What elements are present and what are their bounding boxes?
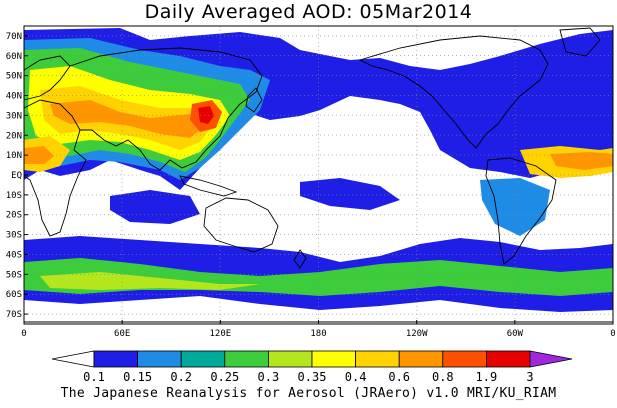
map-title: Daily Averaged AOD: 05Mar2014	[144, 1, 473, 23]
latitude-label: 60N	[6, 52, 22, 62]
colorbar-label: 0.4	[345, 370, 367, 384]
coast-south-america	[485, 157, 557, 265]
latitude-label: 20N	[6, 131, 22, 141]
coast-europe	[24, 55, 71, 101]
colorbar-segment	[93, 350, 138, 368]
longitude-label: 0	[21, 329, 26, 339]
latitude-label: 20S	[6, 211, 22, 221]
coast-new-zealand	[293, 249, 307, 269]
latitude-label: 30S	[6, 231, 22, 241]
colorbar-segment	[224, 350, 269, 368]
coast-asia	[69, 47, 263, 171]
colorbar-label: 0.25	[210, 370, 239, 384]
footer-credit: The Japanese Reanalysis for Aerosol (JRA…	[60, 386, 557, 401]
colorbar-segment	[180, 350, 226, 368]
colorbar-label: 1.9	[476, 370, 498, 384]
aod-region-south-pacific	[300, 178, 400, 210]
colorbar-segment	[267, 350, 313, 368]
colorbar-label: 0.2	[170, 370, 192, 384]
colorbar-segment	[311, 350, 356, 368]
latitude-label: 40S	[6, 250, 22, 260]
aod-region-atlantic-orange	[550, 152, 613, 170]
coast-greenland	[559, 27, 601, 57]
aod-region-indian-ocean	[110, 190, 200, 224]
latitude-label: 70S	[6, 310, 22, 320]
colorbar-high-triangle	[529, 350, 573, 368]
colorbar: 0.1 0.15 0.2 0.25 0.3 0.35 0.4 0.6 0.8 1.9 3	[51, 350, 573, 384]
colorbar-low-triangle	[51, 350, 95, 368]
coast-africa	[24, 99, 87, 237]
colorbar-label: 0.15	[123, 370, 152, 384]
latitude-label: 40N	[6, 92, 22, 102]
longitude-label: 60E	[114, 329, 130, 339]
latitude-label: 50S	[6, 270, 22, 280]
colorbar-segment	[355, 350, 400, 368]
latitude-label: 10S	[6, 191, 22, 201]
aod-field	[24, 26, 613, 324]
longitude-label: 180	[310, 329, 326, 339]
coast-indonesia	[179, 175, 238, 197]
latitude-label: 30N	[6, 111, 22, 121]
longitude-label: 120W	[406, 329, 428, 339]
longitude-labels: 0 60E 120E 180 120W 60W 0	[21, 320, 616, 339]
coast-north-america	[358, 35, 549, 149]
colorbar-label: 0.8	[432, 370, 454, 384]
coast-australia	[203, 197, 279, 253]
latitude-label: 70N	[6, 32, 22, 42]
aod-region-southern-yellow	[40, 272, 260, 290]
longitude-label: 60W	[507, 329, 524, 339]
longitude-label: 120E	[209, 329, 231, 339]
colorbar-label: 0.6	[388, 370, 410, 384]
latitude-label: EQ	[11, 171, 22, 181]
colorbar-label: 0.35	[298, 370, 327, 384]
colorbar-label: 0.1	[83, 370, 105, 384]
colorbar-segment	[137, 350, 182, 368]
latitude-labels: 70N 60N 50N 40N 30N 20N 10N EQ 10S 20S 30S 40S 50S 60…	[6, 32, 28, 320]
latitude-label: 60S	[6, 290, 22, 300]
aod-region-africa-orange	[24, 146, 54, 164]
latitude-label: 50N	[6, 72, 22, 82]
latitude-label: 10N	[6, 151, 22, 161]
aod-region-china-peak	[198, 106, 214, 124]
colorbar-segment	[442, 350, 487, 368]
colorbar-label: 3	[526, 370, 533, 384]
colorbar-segment	[398, 350, 444, 368]
colorbar-segment	[485, 350, 531, 368]
coast-japan	[245, 87, 263, 113]
aod-region-asia-orange	[50, 100, 205, 138]
longitude-label: 0	[610, 329, 615, 339]
colorbar-label: 0.3	[258, 370, 280, 384]
graticule	[24, 26, 613, 324]
